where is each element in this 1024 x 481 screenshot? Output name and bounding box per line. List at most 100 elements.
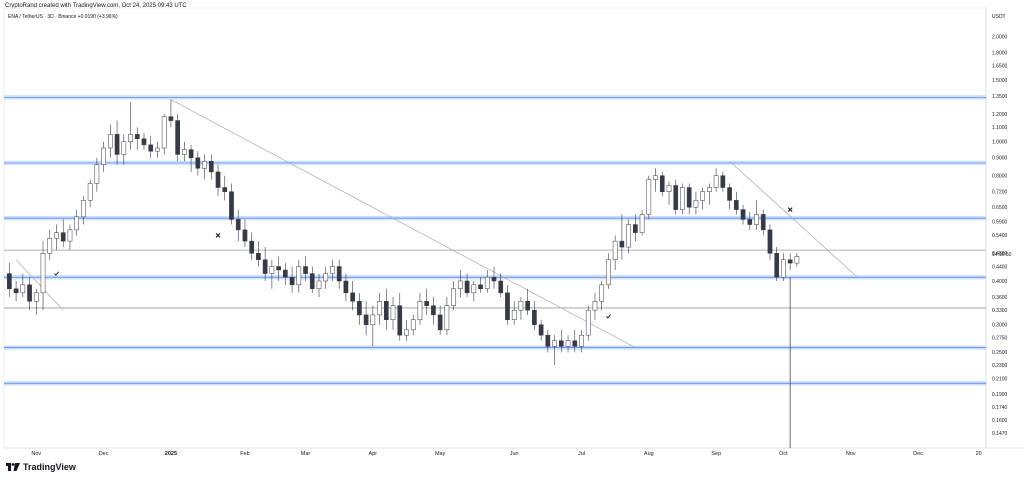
- candle[interactable]: [727, 187, 732, 201]
- candle[interactable]: [693, 200, 699, 208]
- candle[interactable]: [350, 292, 355, 302]
- candle[interactable]: [532, 309, 537, 325]
- candle[interactable]: [592, 301, 598, 311]
- candle[interactable]: [733, 200, 739, 210]
- candle[interactable]: [121, 141, 127, 155]
- candle[interactable]: [431, 305, 436, 316]
- candle[interactable]: [444, 305, 450, 331]
- candle[interactable]: [370, 314, 376, 325]
- candle[interactable]: [558, 340, 564, 347]
- candle[interactable]: [363, 314, 369, 325]
- candle[interactable]: [686, 187, 692, 208]
- candle[interactable]: [316, 280, 322, 290]
- candle[interactable]: [659, 175, 665, 192]
- candle[interactable]: [269, 266, 275, 274]
- candle[interactable]: [767, 229, 773, 254]
- candle[interactable]: [128, 134, 133, 143]
- candle[interactable]: [262, 259, 268, 274]
- candle[interactable]: [101, 147, 106, 165]
- candle[interactable]: [182, 149, 187, 155]
- candle[interactable]: [87, 183, 93, 201]
- candle[interactable]: [646, 179, 652, 215]
- candle[interactable]: [505, 292, 510, 320]
- trendline[interactable]: [170, 99, 636, 348]
- candle[interactable]: [781, 259, 786, 278]
- candle[interactable]: [13, 288, 19, 294]
- candle[interactable]: [390, 305, 396, 320]
- candle[interactable]: [296, 266, 302, 286]
- candle[interactable]: [303, 266, 308, 274]
- candle[interactable]: [20, 284, 26, 294]
- candle[interactable]: [40, 253, 46, 294]
- candle[interactable]: [680, 187, 685, 210]
- candle[interactable]: [343, 280, 349, 294]
- candle[interactable]: [518, 301, 524, 311]
- candle[interactable]: [161, 116, 167, 149]
- candle[interactable]: [202, 160, 207, 169]
- candle[interactable]: [417, 301, 423, 320]
- candle[interactable]: [235, 219, 241, 231]
- candle[interactable]: [283, 269, 288, 278]
- candle[interactable]: [195, 157, 201, 169]
- candle[interactable]: [276, 266, 281, 271]
- candle[interactable]: [383, 301, 389, 320]
- candle[interactable]: [545, 334, 551, 347]
- candle[interactable]: [155, 147, 160, 152]
- candle[interactable]: [653, 175, 658, 180]
- candle[interactable]: [787, 259, 793, 264]
- candle[interactable]: [525, 301, 530, 311]
- candle[interactable]: [141, 138, 147, 146]
- candle[interactable]: [478, 284, 483, 290]
- candle[interactable]: [458, 280, 463, 290]
- candle[interactable]: [168, 116, 174, 121]
- candle[interactable]: [410, 319, 416, 331]
- candle[interactable]: [215, 171, 221, 188]
- candle[interactable]: [639, 214, 645, 233]
- candle[interactable]: [747, 219, 753, 225]
- candle[interactable]: [754, 214, 759, 225]
- candle[interactable]: [437, 314, 443, 331]
- candle[interactable]: [289, 276, 295, 286]
- candle[interactable]: [673, 185, 679, 210]
- candle[interactable]: [666, 185, 672, 192]
- candle[interactable]: [397, 305, 403, 336]
- candle[interactable]: [67, 229, 73, 242]
- candle[interactable]: [511, 309, 517, 320]
- candle[interactable]: [538, 324, 544, 336]
- candle[interactable]: [760, 214, 766, 231]
- candle[interactable]: [612, 240, 618, 261]
- candle[interactable]: [81, 200, 86, 218]
- candle[interactable]: [188, 149, 194, 159]
- candle[interactable]: [47, 237, 53, 254]
- candle[interactable]: [633, 224, 638, 233]
- candle[interactable]: [424, 301, 430, 306]
- candle[interactable]: [336, 266, 342, 282]
- candle[interactable]: [323, 273, 329, 282]
- candle[interactable]: [60, 232, 66, 242]
- candle[interactable]: [175, 120, 180, 155]
- trendline[interactable]: [729, 160, 858, 278]
- trendline[interactable]: [15, 259, 64, 311]
- candle[interactable]: [451, 288, 456, 306]
- candle[interactable]: [606, 259, 611, 286]
- candle[interactable]: [707, 187, 712, 192]
- candle[interactable]: [7, 273, 12, 290]
- candle[interactable]: [404, 329, 409, 336]
- candle[interactable]: [484, 276, 490, 290]
- candle[interactable]: [148, 144, 154, 152]
- candle[interactable]: [720, 175, 726, 188]
- candle[interactable]: [626, 224, 631, 248]
- candle[interactable]: [794, 256, 800, 264]
- candle[interactable]: [491, 276, 497, 282]
- candle[interactable]: [585, 309, 591, 336]
- candle[interactable]: [740, 209, 746, 220]
- candle[interactable]: [249, 240, 255, 254]
- candle[interactable]: [565, 340, 571, 347]
- candle[interactable]: [94, 164, 100, 184]
- candle[interactable]: [471, 284, 477, 294]
- candle[interactable]: [774, 253, 780, 278]
- candle[interactable]: [377, 301, 382, 316]
- candle[interactable]: [208, 160, 214, 173]
- candle[interactable]: [134, 134, 140, 140]
